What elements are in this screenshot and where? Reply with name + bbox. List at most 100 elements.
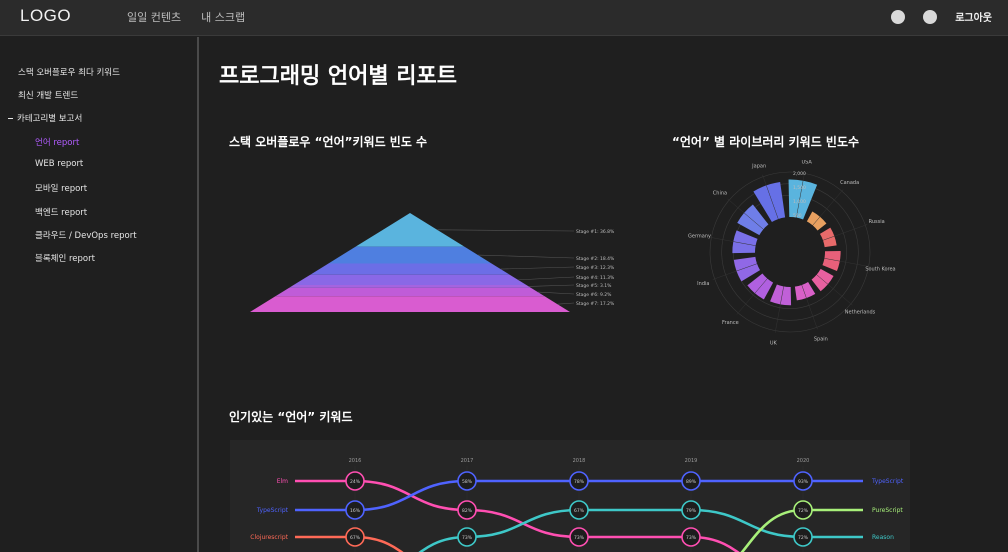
bump-left-label: Clojurescript	[250, 534, 288, 541]
radial-bar-spain	[794, 281, 816, 301]
funnel-stage-label: Stage #7: 17.2%	[576, 301, 615, 307]
radial-category-label: Russia	[869, 219, 885, 225]
bump-left-label: TypeScript	[256, 507, 289, 514]
bump-series-line	[740, 508, 863, 552]
radial-spoke	[709, 236, 756, 246]
collapse-icon	[8, 117, 13, 120]
funnel-leader-line	[500, 266, 575, 270]
notification-icon[interactable]	[891, 9, 906, 24]
radial-category-label: Canada	[840, 180, 859, 186]
funnel-stage-7	[250, 296, 570, 312]
sidebar-item-blockchain-report[interactable]: 블록체인 report	[35, 254, 95, 264]
page-title: 프로그래밍 언어별 리포트	[219, 64, 457, 89]
radial-tick-label: 1,000	[793, 199, 806, 205]
radial-spoke	[736, 278, 768, 315]
bump-node	[457, 500, 477, 520]
bump-node	[569, 471, 589, 491]
radial-bar-germany	[732, 230, 758, 254]
radial-category-label: China	[713, 190, 727, 196]
bump-node	[681, 471, 701, 491]
funnel-chart: Stage #1: 36.8% Stage #2: 18.4% Stage #3: …	[250, 213, 615, 312]
bump-year-label: 2020	[797, 458, 810, 464]
nav-daily-content[interactable]: 일일 컨텐츠	[127, 11, 182, 24]
funnel-section-title: 스택 오버플로우 “언어”키워드 빈도 수	[229, 135, 428, 149]
funnel-leader-line	[477, 254, 575, 259]
radial-bar-china	[737, 204, 769, 236]
radial-bar-south-korea	[822, 250, 841, 271]
radial-category-label: USA	[801, 160, 812, 166]
bump-node-label: 72%	[798, 535, 809, 541]
radial-tick-label: 500	[793, 213, 802, 219]
bump-node	[457, 471, 477, 491]
bump-node-label: 16%	[350, 508, 361, 514]
radial-bar-france	[747, 273, 774, 300]
radial-spoke	[712, 263, 758, 280]
bump-node-label: 73%	[686, 535, 697, 541]
radial-category-label: South Korea	[865, 267, 895, 273]
logo[interactable]: LOGO	[20, 6, 72, 25]
radial-bar-uk	[770, 284, 792, 306]
radial-category-label: Spain	[814, 337, 828, 343]
radial-spoke	[801, 284, 818, 330]
bump-section-title: 인기있는 “언어” 키워드	[229, 410, 353, 424]
bump-node	[345, 471, 365, 491]
bump-node-label: 67%	[574, 508, 585, 514]
radial-category-label: Netherlands	[845, 310, 876, 316]
bump-node-label: 82%	[462, 508, 473, 514]
bump-node	[345, 527, 365, 547]
bump-node	[457, 527, 477, 547]
radial-tick-label: 2,000	[793, 171, 806, 177]
bump-node	[569, 500, 589, 520]
radial-bar-usa	[788, 179, 818, 220]
funnel-stage-label: Stage #3: 12.3%	[576, 265, 615, 271]
sidebar-item-top-keywords[interactable]: 스택 오버플로우 최다 키워드	[18, 68, 120, 78]
funnel-stage-3	[310, 263, 510, 275]
radial-grid-ring	[709, 171, 871, 333]
radial-section-title: “언어” 별 라이브러리 키워드 빈도수	[672, 135, 860, 149]
sidebar-item-category-reports[interactable]: 카테고리별 보고서	[8, 112, 82, 124]
radial-tick-label: 1,500	[793, 185, 806, 191]
bump-right-label: TypeScript	[871, 478, 904, 485]
bump-node-label: 79%	[686, 508, 697, 514]
sidebar-item-language-report[interactable]: 언어 report	[35, 138, 80, 148]
radial-spoke	[762, 174, 779, 220]
bump-node-label: 89%	[686, 479, 697, 485]
funnel-stage-label: Stage #4: 11.3%	[576, 275, 615, 281]
radial-category-label: Japan	[751, 163, 766, 169]
sidebar-item-mobile-report[interactable]: 모바일 report	[35, 184, 88, 194]
funnel-leader-line	[537, 291, 575, 295]
radial-spoke	[727, 198, 764, 230]
radial-bar-japan	[753, 181, 786, 223]
bump-node	[681, 527, 701, 547]
nav-my-scrap[interactable]: 내 스크랩	[201, 11, 246, 24]
profile-icon[interactable]	[923, 9, 938, 24]
radial-spoke	[822, 224, 868, 241]
radial-spoke	[774, 286, 784, 333]
radial-category-label: France	[722, 320, 739, 326]
radial-category-label: India	[697, 281, 709, 287]
sidebar-item-cloud-devops-report[interactable]: 클라우드 / DevOps report	[35, 231, 137, 241]
sidebar: 스택 오버플로우 최다 키워드 최신 개발 트렌드 카테고리별 보고서 언어 r…	[0, 37, 199, 552]
bump-node	[681, 500, 701, 520]
funnel-stage-5	[289, 285, 531, 288]
funnel-stage-label: Stage #5: 3.1%	[576, 283, 612, 289]
bump-year-label: 2019	[685, 458, 698, 464]
funnel-stage-6	[275, 287, 545, 297]
funnel-leader-line	[528, 284, 575, 287]
sidebar-item-label: 카테고리별 보고서	[17, 114, 83, 124]
bump-year-label: 2018	[573, 458, 586, 464]
sidebar-item-web-report[interactable]: WEB report	[35, 159, 84, 169]
bump-right-label: Reason	[872, 534, 894, 541]
funnel-stage-2	[328, 246, 492, 264]
logout-button[interactable]: 로그아웃	[955, 13, 992, 24]
bump-node	[793, 527, 813, 547]
sidebar-item-backend-report[interactable]: 백엔드 report	[35, 208, 88, 218]
funnel-stage-label: Stage #1: 36.8%	[576, 229, 615, 235]
sidebar-item-latest-trends[interactable]: 최신 개발 트렌드	[18, 91, 79, 101]
bump-left-label: Elm	[277, 478, 288, 485]
top-right-controls: 로그아웃	[891, 9, 992, 24]
bump-chart: 2016 2017 2018 2019 2020 24% 16% 67% 58% 82% 73% 78…	[230, 440, 910, 552]
radial-bar-russia	[819, 227, 837, 248]
funnel-stage-4	[293, 274, 527, 286]
funnel-stage-1	[355, 213, 465, 247]
